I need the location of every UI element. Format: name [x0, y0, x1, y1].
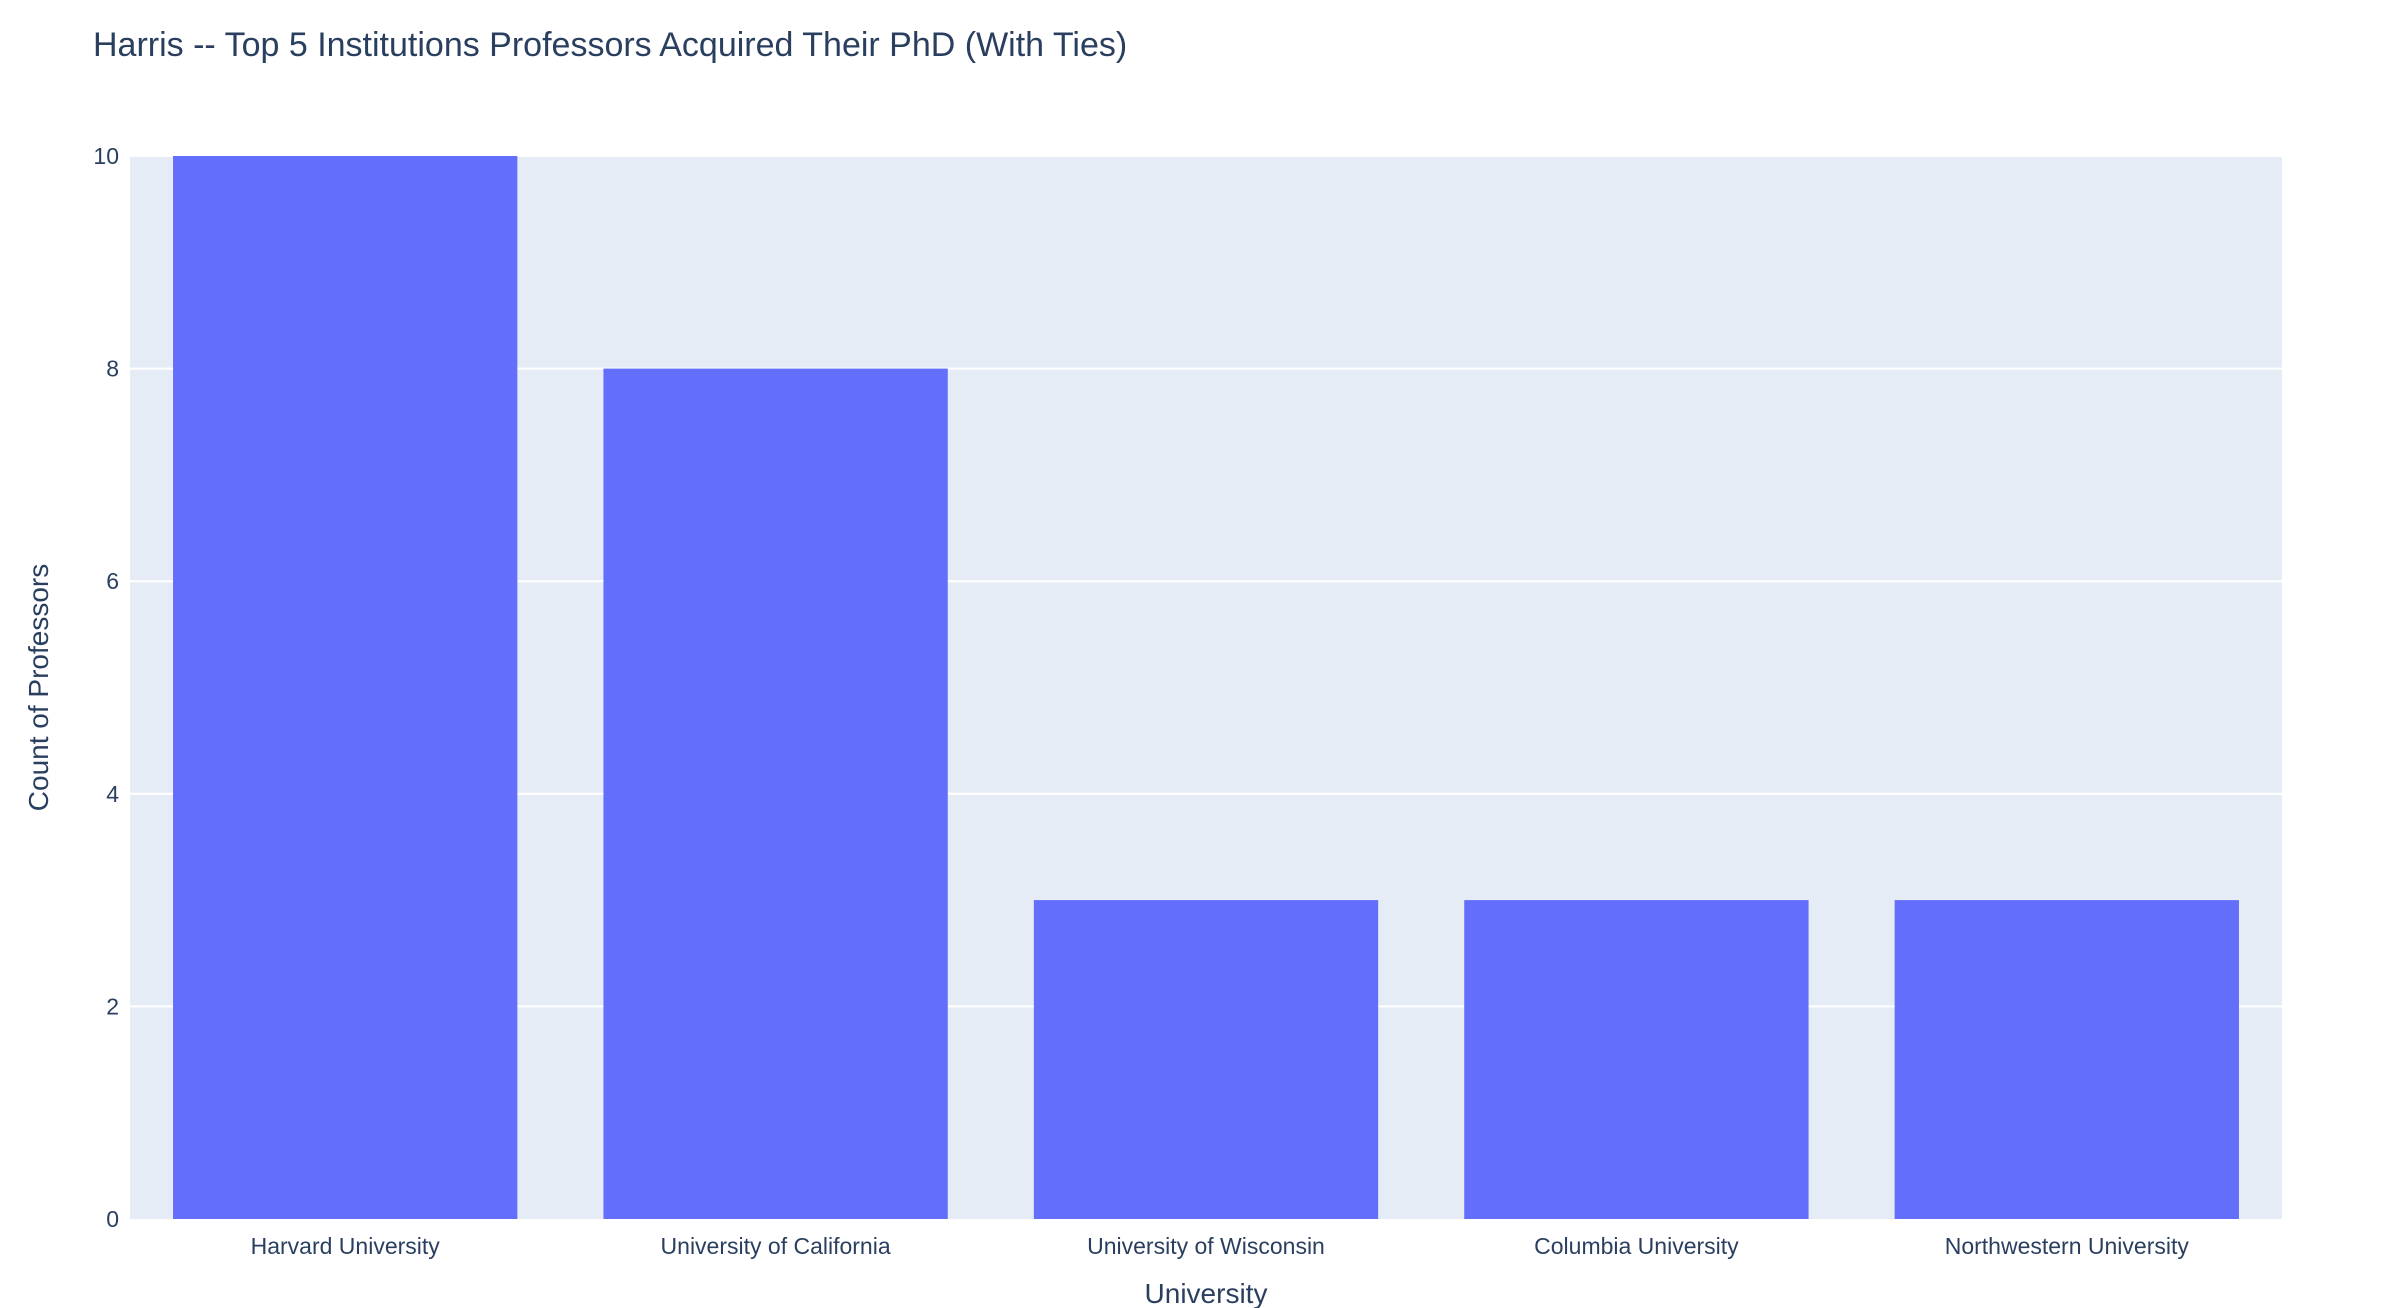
bar-harvard-university [173, 156, 518, 1219]
bar-columbia-university [1464, 900, 1809, 1219]
y-tick-label: 4 [106, 781, 119, 807]
x-tick-label: Harvard University [251, 1233, 441, 1259]
x-tick-label: University of Wisconsin [1087, 1233, 1325, 1259]
y-tick-label: 6 [106, 568, 119, 594]
x-tick-label: University of California [661, 1233, 891, 1259]
x-axis-ticks: Harvard University University of Californ… [251, 1233, 2190, 1259]
bars [173, 156, 2239, 1220]
y-axis-ticks: 0 2 4 6 8 10 [93, 143, 119, 1232]
x-axis-title: University [1145, 1278, 1268, 1308]
bar-university-of-wisconsin [1033, 900, 1379, 1219]
y-axis-title: Count of Professors [23, 564, 54, 811]
y-tick-label: 2 [106, 993, 119, 1019]
x-tick-label: Columbia University [1534, 1233, 1739, 1259]
y-tick-label: 0 [106, 1206, 119, 1232]
x-tick-label: Northwestern University [1945, 1233, 2190, 1259]
y-tick-label: 8 [106, 356, 119, 382]
chart-title: Harris -- Top 5 Institutions Professors … [93, 26, 1127, 64]
y-tick-label: 10 [93, 143, 119, 169]
bar-northwestern-university [1894, 900, 2239, 1219]
bar-university-of-california [603, 368, 948, 1220]
